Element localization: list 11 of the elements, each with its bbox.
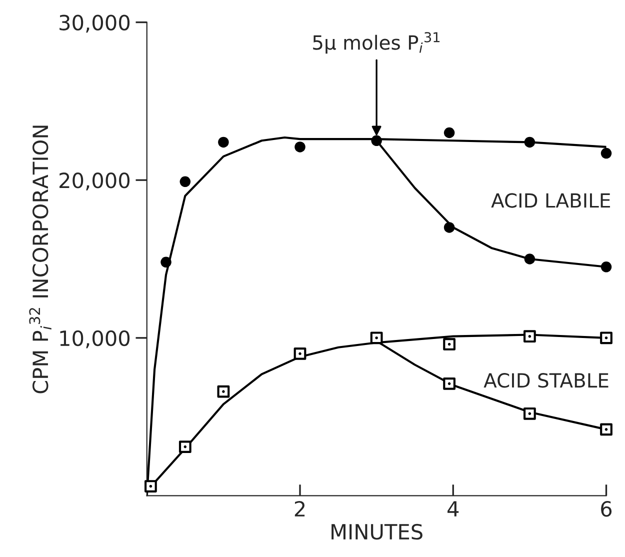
x-tick-label: 4	[448, 501, 459, 516]
y-axis-title: CPM P$_{i}$$^{32}$ INCORPORATION	[29, 126, 52, 394]
y-tick-label: 10,000	[60, 330, 130, 348]
annotation: 5μ moles P$_{i}$$^{31}$	[313, 32, 440, 54]
annotation: ACID LABILE	[491, 193, 610, 208]
x-tick-label: 6	[601, 500, 612, 517]
y-tick-label: 30,000	[60, 14, 130, 33]
x-tick-label: 2	[294, 500, 305, 516]
annotation: ACID STABLE	[484, 373, 608, 388]
y-tick-label: 20,000	[60, 172, 130, 190]
x-axis-title: MINUTES	[332, 524, 422, 540]
